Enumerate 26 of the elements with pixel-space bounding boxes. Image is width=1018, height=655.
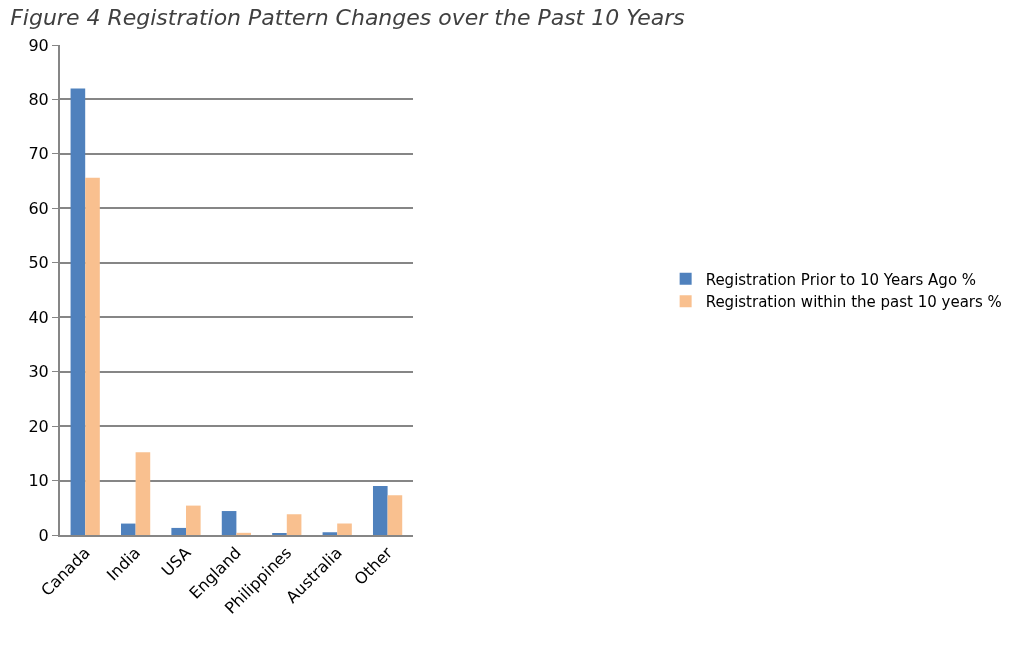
bar	[337, 523, 352, 535]
bar	[120, 523, 136, 535]
bar	[286, 514, 302, 535]
y-tick-label: 50	[28, 253, 49, 273]
y-tick-label: 90	[28, 35, 49, 55]
bar	[387, 495, 403, 535]
bar	[135, 452, 151, 535]
y-tick-label: 70	[28, 144, 49, 164]
y-tick-label: 80	[28, 90, 49, 110]
bar	[372, 486, 388, 535]
y-tick-label: 40	[28, 307, 49, 327]
y-tick-label: 0	[38, 525, 49, 545]
y-tick-label: 30	[28, 362, 49, 382]
bar	[85, 177, 100, 535]
y-tick-label: 10	[28, 471, 49, 491]
chart-title: Figure 4 Registration Pattern Changes over the Past 10 Years	[10, 5, 685, 31]
bar	[171, 527, 186, 535]
y-tick-label: 20	[28, 416, 49, 436]
bar	[186, 505, 201, 535]
legend-label: Registration within the past 10 years %	[705, 293, 1002, 312]
y-tick-label: 60	[28, 198, 49, 218]
bar	[221, 511, 237, 535]
bar	[236, 532, 252, 535]
legend-label: Registration Prior to 10 Years Ago %	[705, 270, 977, 289]
bar	[322, 532, 338, 535]
bar	[70, 88, 86, 535]
